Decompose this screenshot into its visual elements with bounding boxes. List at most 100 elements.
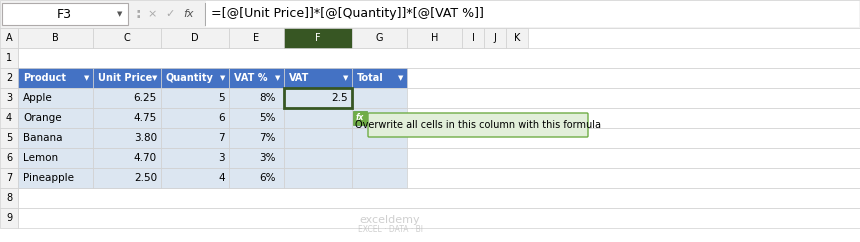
Text: Quantity: Quantity: [166, 73, 214, 83]
Bar: [352, 68, 407, 88]
Bar: [18, 88, 860, 108]
Text: VAT %: VAT %: [234, 73, 267, 83]
Text: K: K: [513, 33, 520, 43]
Text: =[@[Unit Price]]*[@[Quantity]]*[@[VAT %]]: =[@[Unit Price]]*[@[Quantity]]*[@[VAT %]…: [211, 8, 484, 21]
Text: C: C: [124, 33, 131, 43]
Text: F: F: [315, 33, 321, 43]
Bar: [161, 128, 229, 148]
Text: fx: fx: [356, 113, 364, 122]
Text: ▼: ▼: [117, 11, 123, 17]
Text: 3: 3: [6, 93, 12, 103]
Bar: [284, 128, 352, 148]
Text: EXCEL · DATA · BI: EXCEL · DATA · BI: [358, 225, 422, 234]
Text: 5: 5: [218, 93, 225, 103]
Bar: [18, 148, 860, 168]
Bar: [352, 88, 407, 108]
Text: 7: 7: [218, 133, 225, 143]
Text: 8%: 8%: [260, 93, 276, 103]
Bar: [0, 168, 18, 188]
Bar: [229, 68, 284, 88]
Text: I: I: [471, 33, 475, 43]
Text: 2.50: 2.50: [134, 173, 157, 183]
Text: VAT: VAT: [289, 73, 310, 83]
Text: 9: 9: [6, 213, 12, 223]
Bar: [93, 28, 161, 48]
Bar: [284, 108, 352, 128]
Text: 2.5: 2.5: [331, 93, 348, 103]
Bar: [93, 88, 161, 108]
Bar: [2, 3, 128, 25]
Bar: [18, 28, 93, 48]
Bar: [18, 148, 93, 168]
Text: H: H: [431, 33, 439, 43]
Bar: [0, 88, 18, 108]
Text: ×: ×: [147, 9, 157, 19]
Bar: [18, 88, 93, 108]
Text: 2: 2: [6, 73, 12, 83]
Bar: [284, 168, 352, 188]
Text: 2.5: 2.5: [331, 93, 348, 103]
Text: G: G: [376, 33, 384, 43]
Bar: [18, 128, 93, 148]
Bar: [18, 108, 93, 128]
Text: 1: 1: [6, 53, 12, 63]
Text: :: :: [135, 7, 141, 21]
Bar: [161, 28, 229, 48]
Text: fx: fx: [182, 9, 194, 19]
Text: 3%: 3%: [260, 153, 276, 163]
Bar: [0, 0, 860, 28]
Bar: [93, 148, 161, 168]
Bar: [93, 128, 161, 148]
Text: ▼: ▼: [275, 75, 280, 81]
Text: Overwrite all cells in this column with this formula: Overwrite all cells in this column with …: [355, 120, 601, 130]
Text: 6: 6: [6, 153, 12, 163]
Bar: [18, 168, 860, 188]
Bar: [506, 28, 528, 48]
Text: ▼: ▼: [152, 75, 157, 81]
Text: ▼: ▼: [220, 75, 225, 81]
Bar: [161, 68, 229, 88]
Text: 4.75: 4.75: [134, 113, 157, 123]
Text: 3: 3: [218, 153, 225, 163]
Text: D: D: [191, 33, 199, 43]
Bar: [229, 148, 284, 168]
Text: ▼: ▼: [398, 75, 403, 81]
Text: 6: 6: [218, 113, 225, 123]
Bar: [18, 48, 860, 68]
Bar: [229, 168, 284, 188]
Text: exceldemy: exceldemy: [359, 215, 421, 225]
Text: J: J: [494, 33, 496, 43]
Bar: [0, 28, 18, 48]
Text: Unit Price: Unit Price: [98, 73, 152, 83]
FancyBboxPatch shape: [368, 113, 588, 137]
Bar: [284, 28, 352, 48]
Bar: [0, 208, 18, 228]
Bar: [229, 128, 284, 148]
Bar: [484, 28, 506, 48]
Bar: [18, 208, 860, 228]
Bar: [229, 28, 284, 48]
Bar: [352, 108, 407, 128]
Text: 6.25: 6.25: [134, 93, 157, 103]
Bar: [93, 168, 161, 188]
Bar: [229, 88, 284, 108]
Text: 5%: 5%: [260, 113, 276, 123]
Bar: [0, 68, 18, 88]
Bar: [18, 188, 860, 208]
Bar: [161, 148, 229, 168]
Bar: [18, 168, 93, 188]
Text: A: A: [6, 33, 12, 43]
Text: Apple: Apple: [23, 93, 52, 103]
Bar: [18, 108, 860, 128]
Text: E: E: [254, 33, 260, 43]
Text: F3: F3: [57, 8, 72, 21]
Text: 3.80: 3.80: [134, 133, 157, 143]
Text: ▼: ▼: [84, 75, 89, 81]
Bar: [353, 111, 367, 125]
Text: 8: 8: [6, 193, 12, 203]
Text: Orange: Orange: [23, 113, 62, 123]
Bar: [93, 108, 161, 128]
Text: 6%: 6%: [260, 173, 276, 183]
Bar: [93, 68, 161, 88]
Bar: [284, 148, 352, 168]
